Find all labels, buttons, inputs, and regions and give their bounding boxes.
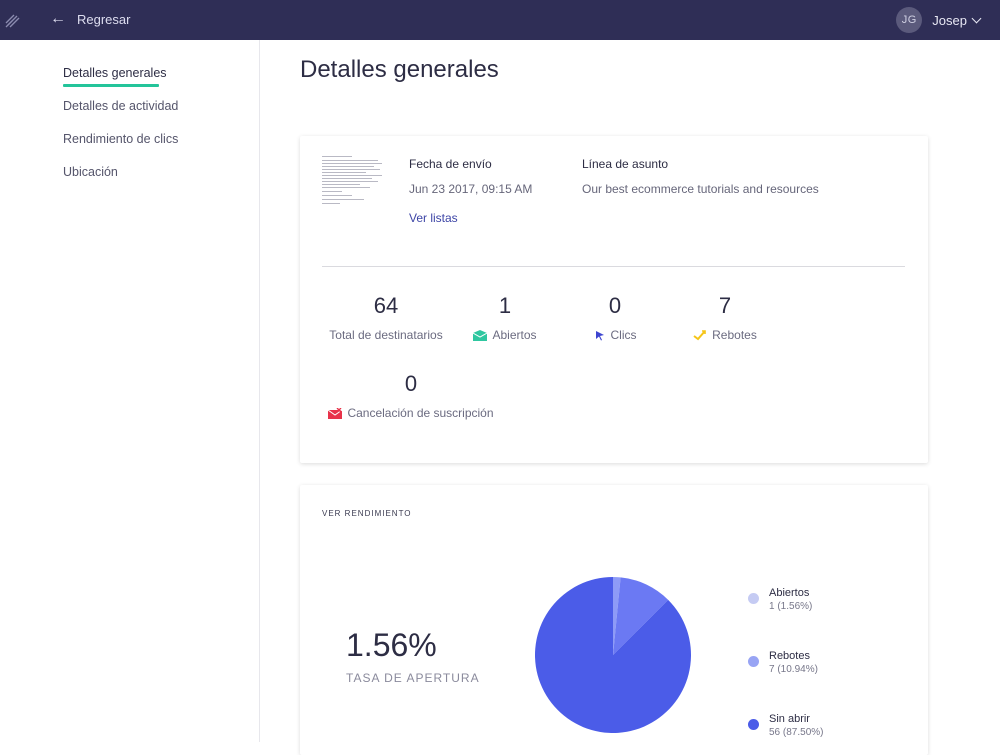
page-title: Detalles generales: [300, 56, 499, 83]
unsubscribe-envelope-icon: [328, 407, 343, 419]
legend-name: Sin abrir: [769, 713, 810, 725]
arrow-left-icon: ←: [50, 10, 66, 27]
stat-unsubscribes[interactable]: 0 Cancelación de suscripción: [322, 371, 500, 420]
subject-value: Our best ecommerce tutorials and resourc…: [582, 182, 819, 196]
legend-dot: [748, 593, 759, 604]
stat-value: 1: [498, 293, 512, 318]
open-envelope-icon: [473, 329, 488, 341]
cursor-click-icon: [594, 329, 606, 341]
active-tab-indicator: [63, 84, 159, 87]
stat-opens[interactable]: 1 Abiertos: [450, 293, 560, 342]
email-preview-thumbnail[interactable]: [322, 156, 384, 208]
stat-value: 0: [608, 293, 622, 318]
stat-clicks[interactable]: 0 Clics: [560, 293, 670, 342]
send-date-value: Jun 23 2017, 09:15 AM: [409, 182, 533, 196]
sidebar-item-rendimiento-clics[interactable]: Rendimiento de clics: [63, 132, 179, 146]
performance-pie-chart: [535, 577, 691, 733]
stat-label: Total de destinatarios: [329, 328, 443, 342]
top-navigation-bar: ← Regresar JG Josep: [0, 0, 1000, 40]
legend-name: Rebotes: [769, 650, 810, 662]
pie-slice-abiertos[interactable]: [613, 577, 621, 655]
stat-total-recipients: 64 Total de destinatarios: [322, 293, 450, 342]
view-lists-link[interactable]: Ver listas: [409, 211, 458, 225]
open-rate-value: 1.56%: [346, 627, 437, 663]
legend-value: 1 (1.56%): [769, 601, 813, 612]
sidebar-item-detalles-generales[interactable]: Detalles generales: [63, 66, 167, 80]
app-logo-icon[interactable]: [4, 11, 22, 29]
legend-dot: [748, 719, 759, 730]
stat-bounces[interactable]: 7 Rebotes: [670, 293, 780, 342]
sidebar-item-ubicacion[interactable]: Ubicación: [63, 165, 118, 179]
stat-value: 7: [718, 293, 732, 318]
chevron-down-icon: [971, 13, 982, 23]
user-menu[interactable]: JG Josep: [896, 7, 982, 33]
bounce-arrow-icon: [693, 329, 707, 341]
legend-value: 7 (10.94%): [769, 664, 818, 675]
user-name: Josep: [932, 12, 967, 28]
send-date-label: Fecha de envío: [409, 157, 492, 171]
stat-label: Cancelación de suscripción: [347, 406, 494, 420]
sidebar-item-detalles-actividad[interactable]: Detalles de actividad: [63, 99, 179, 113]
stat-label: Clics: [610, 328, 637, 342]
open-rate-label: TASA DE APERTURA: [346, 671, 480, 685]
back-label: Regresar: [77, 11, 131, 27]
campaign-summary-card: Fecha de envío Jun 23 2017, 09:15 AM Ver…: [300, 136, 928, 463]
pie-slice-sin-abrir[interactable]: [535, 577, 691, 733]
legend-dot: [748, 656, 759, 667]
legend-name: Abiertos: [769, 587, 810, 599]
subject-label: Línea de asunto: [582, 157, 669, 171]
performance-card: VER RENDIMIENTO 1.56% TASA DE APERTURA A…: [300, 485, 928, 755]
pie-slice-rebotes[interactable]: [613, 577, 669, 655]
back-button[interactable]: ← Regresar: [50, 9, 130, 29]
sidebar: Detalles generales Detalles de actividad…: [0, 40, 260, 742]
section-title: VER RENDIMIENTO: [322, 509, 412, 518]
stat-value: 64: [373, 293, 399, 318]
stat-value: 0: [404, 371, 418, 396]
legend-value: 56 (87.50%): [769, 727, 824, 738]
avatar: JG: [896, 7, 923, 33]
stat-label: Abiertos: [492, 328, 537, 342]
divider: [322, 266, 905, 267]
stat-label: Rebotes: [712, 328, 757, 342]
